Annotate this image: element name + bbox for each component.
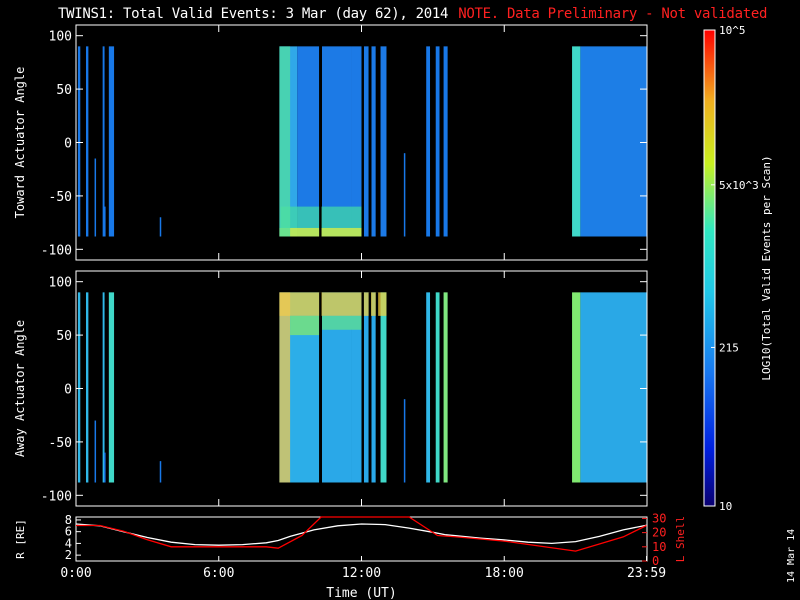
y-tick-label-right: 10 bbox=[652, 540, 666, 554]
data-band bbox=[108, 46, 115, 237]
colorbar-gradient bbox=[703, 29, 716, 507]
y-tick-label: 0 bbox=[64, 383, 72, 398]
colorbar: 10 215 5x10^3 10^5 LOG10(Total Valid Events … bbox=[703, 24, 773, 513]
data-highlight bbox=[322, 315, 362, 330]
y-tick-label: -50 bbox=[49, 436, 72, 451]
data-highlight bbox=[279, 292, 291, 483]
heatmap-panel-2: 100 50 0 -50 -100 Away Actuator Angle bbox=[13, 270, 648, 507]
x-axis-label: Time (UT) bbox=[326, 586, 396, 600]
colorbar-tick-label: 10 bbox=[719, 500, 732, 513]
data-band bbox=[363, 292, 369, 483]
data-band bbox=[580, 292, 647, 483]
data-band bbox=[77, 46, 81, 237]
y-tick-label: 100 bbox=[49, 30, 72, 45]
data-gap bbox=[361, 46, 364, 237]
data-band bbox=[572, 292, 581, 483]
title-main: TWINS1: Total Valid Events: 3 Mar (day 6… bbox=[58, 6, 449, 22]
data-band bbox=[580, 46, 647, 237]
y-tick-label: 50 bbox=[56, 83, 72, 98]
data-band bbox=[426, 46, 431, 237]
data-band bbox=[108, 292, 115, 483]
data-band bbox=[297, 46, 320, 237]
data-gap bbox=[375, 292, 379, 483]
x-tick-label: 23:59 bbox=[627, 566, 666, 581]
data-band bbox=[85, 46, 89, 237]
y-tick-label-right: 30 bbox=[652, 511, 666, 525]
data-band bbox=[443, 46, 448, 237]
data-highlight bbox=[290, 315, 320, 336]
data-band bbox=[380, 46, 387, 237]
title-note: NOTE. Data Preliminary - Not validated bbox=[458, 6, 768, 22]
y-tick-label: 50 bbox=[56, 329, 72, 344]
chart-title: TWINS1: Total Valid Events: 3 Mar (day 6… bbox=[58, 6, 767, 22]
series-line bbox=[75, 523, 647, 546]
x-tick-label: 18:00 bbox=[485, 566, 524, 581]
data-gap bbox=[368, 292, 372, 483]
colorbar-tick-label: 215 bbox=[719, 341, 739, 354]
data-band bbox=[102, 292, 105, 483]
data-band bbox=[351, 46, 362, 237]
data-band bbox=[104, 452, 106, 483]
y-axis-label-left: R [RE] bbox=[14, 519, 27, 559]
data-band bbox=[435, 292, 440, 483]
y-axis-label-right: L Shell bbox=[674, 516, 687, 562]
data-gap bbox=[368, 46, 372, 237]
data-band bbox=[572, 46, 581, 237]
y-tick-label: -100 bbox=[41, 489, 72, 504]
data-band bbox=[77, 292, 81, 483]
date-stamp: 14 Mar 14 bbox=[786, 528, 797, 583]
y-tick-label: 8 bbox=[65, 513, 72, 527]
heatmap-panel-1: 100 50 0 -50 -100 Toward Actuator Angle bbox=[13, 24, 648, 261]
colorbar-tick-label: 5x10^3 bbox=[719, 179, 759, 192]
y-tick-label-right: 20 bbox=[652, 526, 666, 540]
data-band bbox=[371, 46, 376, 237]
data-band bbox=[380, 292, 387, 483]
x-tick-label: 12:00 bbox=[342, 566, 381, 581]
y-tick-label: 0 bbox=[64, 137, 72, 152]
y-tick-label: 100 bbox=[49, 276, 72, 291]
data-band bbox=[159, 461, 162, 483]
data-band bbox=[371, 292, 376, 483]
colorbar-tick-label: 10^5 bbox=[719, 24, 746, 37]
data-band bbox=[159, 217, 162, 237]
data-highlight bbox=[279, 46, 291, 237]
series-line bbox=[76, 516, 647, 552]
data-gap bbox=[375, 46, 379, 237]
data-gap bbox=[319, 46, 322, 237]
data-band bbox=[94, 420, 97, 483]
data-band bbox=[94, 158, 97, 237]
colorbar-label: LOG10(Total Valid Events per Scan) bbox=[760, 155, 773, 380]
x-tick-label: 0:00 bbox=[60, 566, 91, 581]
y-axis-label: Toward Actuator Angle bbox=[13, 67, 27, 219]
x-tick-label: 6:00 bbox=[203, 566, 234, 581]
data-band bbox=[363, 46, 369, 237]
data-band bbox=[322, 46, 352, 237]
data-band bbox=[435, 46, 440, 237]
data-band bbox=[102, 46, 105, 237]
data-highlight bbox=[279, 292, 387, 316]
data-band bbox=[426, 292, 431, 483]
data-band bbox=[104, 206, 106, 237]
y-tick-label: -100 bbox=[41, 243, 72, 258]
data-band bbox=[403, 153, 406, 237]
data-band bbox=[351, 292, 362, 483]
y-tick-label: 2 bbox=[65, 548, 72, 562]
data-gap bbox=[361, 292, 364, 483]
y-tick-label: -50 bbox=[49, 190, 72, 205]
data-gap bbox=[319, 292, 322, 483]
data-band bbox=[403, 399, 406, 483]
y-tick-label: 4 bbox=[65, 536, 72, 550]
y-tick-label-right: 0 bbox=[652, 554, 659, 568]
y-tick-label: 6 bbox=[65, 525, 72, 539]
y-axis-label: Away Actuator Angle bbox=[13, 320, 27, 457]
data-band bbox=[443, 292, 448, 483]
data-band bbox=[85, 292, 89, 483]
